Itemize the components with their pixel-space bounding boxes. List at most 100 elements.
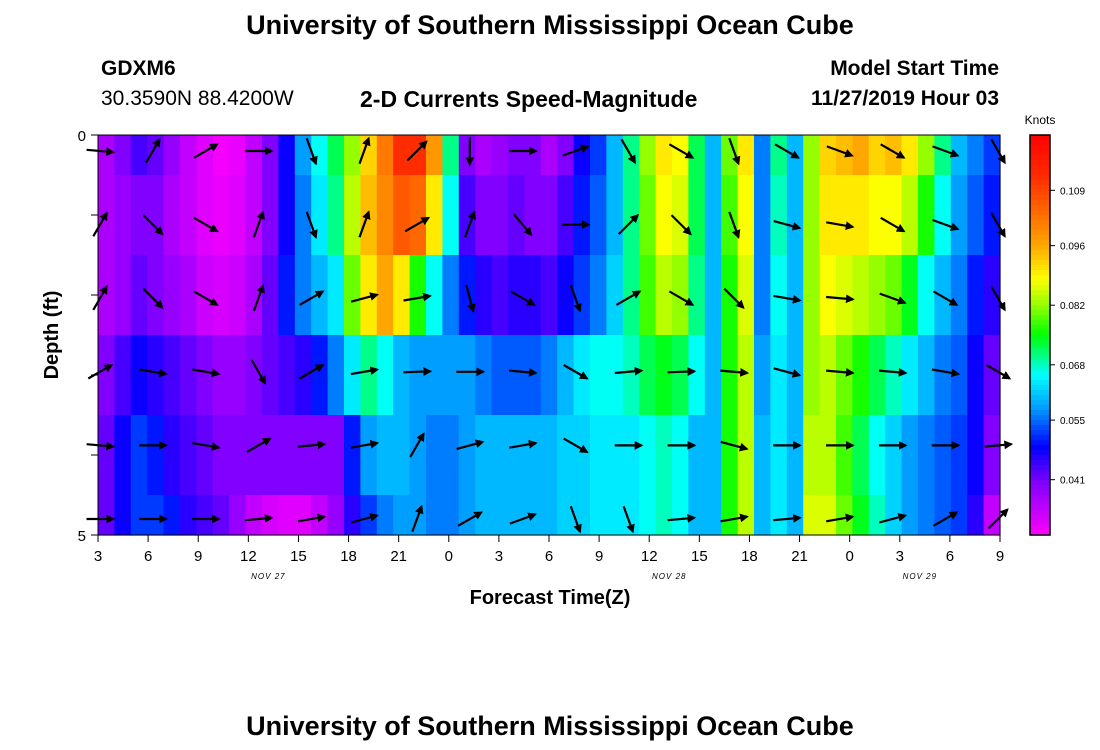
- heat-cell: [245, 135, 263, 176]
- heat-cell: [786, 495, 804, 536]
- heat-cell: [901, 335, 919, 416]
- heat-cell: [885, 255, 903, 336]
- heat-cell: [950, 415, 968, 496]
- heat-cell: [540, 135, 558, 176]
- heat-cell: [540, 175, 558, 256]
- heat-cell: [606, 255, 624, 336]
- current-vector: [569, 285, 582, 313]
- heat-cell: [524, 135, 542, 176]
- y-axis: 05: [78, 128, 98, 545]
- colorbar-segment: [1030, 295, 1050, 301]
- heat-cell: [819, 415, 837, 496]
- colorbar-segment: [1030, 145, 1050, 151]
- heat-cell: [147, 255, 165, 336]
- heat-cell: [704, 415, 722, 496]
- heat-cell: [393, 495, 411, 536]
- current-vector: [350, 439, 380, 449]
- x-tick-label: 6: [545, 548, 553, 565]
- current-vector: [409, 432, 425, 458]
- current-vector: [990, 212, 1006, 238]
- heat-cell: [590, 255, 607, 336]
- heat-cell: [508, 335, 525, 416]
- heat-cell: [737, 255, 755, 336]
- current-vector: [720, 513, 749, 523]
- colorbar-segment: [1030, 330, 1050, 336]
- model-start-time: 11/27/2019 Hour 03: [811, 87, 999, 110]
- colorbar-segment: [1030, 285, 1050, 291]
- current-vector: [358, 210, 371, 238]
- current-vector: [403, 367, 433, 376]
- x-tick-label: 18: [340, 548, 357, 565]
- heat-cell: [967, 255, 985, 336]
- heat-cell: [426, 335, 443, 416]
- heat-cell: [475, 415, 493, 496]
- x-tick-label: 0: [445, 548, 453, 565]
- heat-cell: [311, 415, 329, 496]
- heat-cell: [327, 415, 345, 496]
- colorbar-segment: [1030, 410, 1050, 416]
- current-vector: [931, 368, 961, 378]
- heat-cell: [393, 255, 411, 336]
- heat-cell: [98, 415, 115, 496]
- heat-cell: [475, 175, 493, 256]
- heat-cell: [803, 135, 821, 176]
- heat-cell: [393, 135, 411, 176]
- heat-cell: [180, 335, 197, 416]
- current-vector: [617, 213, 640, 235]
- current-vector: [464, 210, 477, 238]
- current-vector: [880, 143, 906, 159]
- heat-cell: [557, 255, 575, 336]
- heat-cell: [196, 175, 214, 256]
- heat-cell: [327, 135, 345, 176]
- heat-cell: [918, 415, 935, 496]
- heat-cell: [983, 495, 1001, 536]
- heat-cell: [672, 135, 689, 176]
- heat-cell: [98, 335, 115, 416]
- heat-cell: [360, 255, 378, 336]
- colorbar-segment: [1030, 485, 1050, 491]
- colorbar-segment: [1030, 450, 1050, 456]
- heat-cell: [442, 255, 460, 336]
- current-vector: [667, 514, 697, 523]
- heat-cell: [294, 175, 312, 256]
- heat-cell: [278, 135, 296, 176]
- heat-cell: [327, 255, 345, 336]
- heat-cell: [212, 495, 230, 536]
- heat-cell: [819, 255, 837, 336]
- heat-cell: [376, 175, 394, 256]
- heat-cell: [475, 495, 493, 536]
- heat-cell: [590, 175, 607, 256]
- heat-cell: [622, 335, 640, 416]
- colorbar-segment: [1030, 225, 1050, 231]
- y-axis-label: Depth (ft): [41, 291, 63, 380]
- current-vector: [990, 285, 1006, 312]
- heat-cell: [344, 415, 361, 496]
- current-vector: [720, 440, 749, 452]
- current-vector: [193, 216, 219, 233]
- colorbar-segment: [1030, 300, 1050, 306]
- heat-cell: [590, 335, 607, 416]
- current-vector: [509, 512, 537, 525]
- current-vector: [563, 437, 589, 454]
- chart-title: University of Southern Mississippi Ocean…: [246, 10, 854, 40]
- heat-cell: [196, 335, 214, 416]
- heat-cell: [704, 495, 722, 536]
- heat-cell: [606, 495, 624, 536]
- heat-cell: [688, 255, 706, 336]
- heat-cell: [524, 415, 542, 496]
- heat-cell: [606, 415, 624, 496]
- colorbar-segment: [1030, 505, 1050, 511]
- colorbar-segment: [1030, 490, 1050, 496]
- heat-cell: [540, 255, 558, 336]
- heat-cell: [311, 135, 329, 176]
- heat-cell: [426, 255, 443, 336]
- heat-cell: [130, 175, 148, 256]
- x-tick-label: 6: [946, 548, 954, 565]
- current-vector: [465, 284, 476, 313]
- heat-cell: [852, 415, 870, 496]
- colorbar-segment: [1030, 165, 1050, 171]
- heat-cell: [98, 495, 115, 536]
- heat-cell: [557, 175, 575, 256]
- current-vector: [773, 367, 802, 378]
- colorbar-segment: [1030, 265, 1050, 271]
